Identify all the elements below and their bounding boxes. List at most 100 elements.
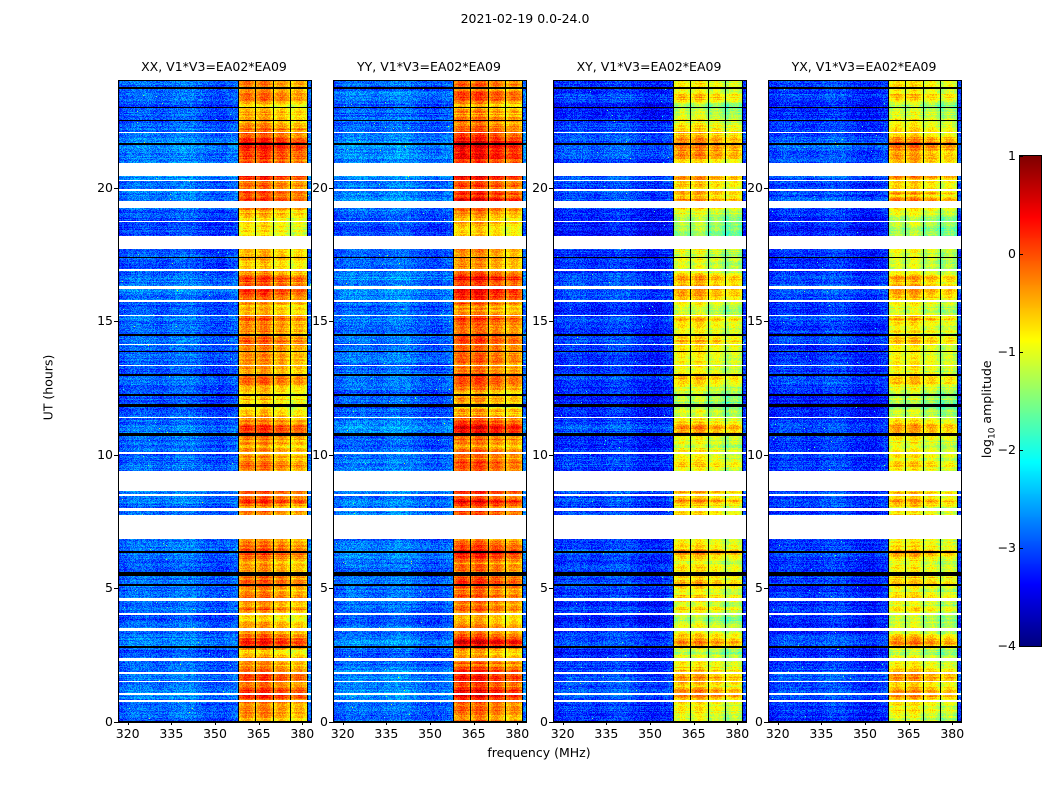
x-tick-label: 350	[418, 726, 442, 741]
y-tick-mark	[329, 455, 333, 456]
x-tick-mark	[694, 721, 695, 725]
y-tick-mark	[329, 588, 333, 589]
y-tick-mark	[764, 321, 768, 322]
colorbar-tick-mark	[1019, 352, 1023, 353]
colorbar-tick-label: −2	[997, 442, 1016, 457]
y-tick-label: 20	[97, 179, 113, 195]
x-tick-mark	[430, 721, 431, 725]
x-tick-label: 380	[505, 726, 530, 741]
y-tick-mark	[764, 455, 768, 456]
x-tick-label: 335	[594, 726, 619, 741]
x-tick-label: 320	[765, 726, 790, 741]
y-tick-label: 0	[320, 714, 328, 729]
y-tick-label: 15	[747, 313, 763, 329]
y-tick-mark	[549, 455, 553, 456]
y-tick-label: 5	[320, 580, 328, 596]
waterfall-panel-yy[interactable]	[333, 80, 527, 723]
x-tick-mark	[650, 721, 651, 725]
x-tick-label: 365	[896, 726, 921, 741]
x-tick-mark	[821, 721, 822, 725]
y-tick-mark	[329, 722, 333, 723]
colorbar-label-subscript: 10	[987, 427, 998, 440]
x-tick-label: 365	[461, 726, 486, 741]
y-tick-mark	[549, 722, 553, 723]
y-tick-label: 5	[105, 580, 113, 596]
y-tick-label: 0	[540, 714, 548, 729]
colorbar-tick-label: 1	[1008, 148, 1016, 163]
x-tick-mark	[737, 721, 738, 725]
x-tick-label: 320	[115, 726, 140, 741]
figure-suptitle: 2021-02-19 0.0-24.0	[460, 11, 590, 26]
colorbar-tick-label: −4	[997, 638, 1016, 653]
y-tick-label: 15	[97, 313, 113, 329]
y-tick-mark	[114, 188, 118, 189]
panel-title-xx: XX, V1*V3=EA02*EA09	[141, 59, 287, 74]
colorbar-tick-label: −3	[997, 540, 1016, 555]
y-tick-mark	[549, 188, 553, 189]
x-tick-mark	[952, 721, 953, 725]
x-tick-label: 320	[550, 726, 575, 741]
y-tick-label: 15	[312, 313, 328, 329]
y-tick-mark	[764, 188, 768, 189]
colorbar-tick-mark	[1019, 548, 1023, 549]
x-tick-mark	[778, 721, 779, 725]
x-tick-mark	[215, 721, 216, 725]
y-tick-mark	[549, 588, 553, 589]
y-tick-mark	[764, 588, 768, 589]
panel-title-yx: YX, V1*V3=EA02*EA09	[791, 59, 937, 74]
x-tick-label: 350	[853, 726, 877, 741]
y-tick-label: 10	[97, 446, 113, 462]
x-tick-mark	[606, 721, 607, 725]
x-tick-mark	[302, 721, 303, 725]
y-tick-mark	[114, 722, 118, 723]
x-axis-label: frequency (MHz)	[487, 745, 591, 760]
y-tick-label: 0	[755, 714, 763, 729]
waterfall-image-yy	[334, 81, 526, 722]
x-tick-mark	[474, 721, 475, 725]
x-tick-label: 335	[159, 726, 184, 741]
x-tick-label: 350	[638, 726, 662, 741]
colorbar-tick-mark	[1019, 254, 1023, 255]
waterfall-image-yx	[769, 81, 961, 722]
x-tick-label: 365	[246, 726, 271, 741]
x-tick-mark	[563, 721, 564, 725]
y-tick-mark	[114, 455, 118, 456]
colorbar-tick-label: −1	[997, 344, 1016, 359]
colorbar[interactable]	[1019, 155, 1042, 647]
waterfall-image-xy	[554, 81, 746, 722]
x-tick-mark	[865, 721, 866, 725]
y-tick-label: 5	[755, 580, 763, 596]
x-tick-label: 350	[203, 726, 227, 741]
x-tick-mark	[517, 721, 518, 725]
x-tick-label: 320	[330, 726, 355, 741]
y-axis-label: UT (hours)	[40, 354, 56, 421]
x-tick-mark	[128, 721, 129, 725]
y-tick-label: 10	[747, 446, 763, 462]
y-tick-label: 15	[532, 313, 548, 329]
x-tick-mark	[386, 721, 387, 725]
x-tick-label: 380	[725, 726, 750, 741]
y-tick-label: 10	[312, 446, 328, 462]
colorbar-tick-mark	[1019, 156, 1023, 157]
colorbar-gradient	[1020, 156, 1041, 646]
waterfall-image-xx	[119, 81, 311, 722]
x-tick-label: 365	[681, 726, 706, 741]
y-tick-label: 0	[105, 714, 113, 729]
x-tick-label: 380	[940, 726, 965, 741]
colorbar-label: log10 amplitude	[979, 339, 998, 479]
x-tick-mark	[343, 721, 344, 725]
x-tick-label: 335	[809, 726, 834, 741]
y-tick-label: 20	[747, 179, 763, 195]
y-tick-label: 5	[540, 580, 548, 596]
y-tick-label: 10	[532, 446, 548, 462]
y-tick-mark	[114, 321, 118, 322]
waterfall-panel-xy[interactable]	[553, 80, 747, 723]
y-tick-mark	[114, 588, 118, 589]
waterfall-panel-xx[interactable]	[118, 80, 312, 723]
y-tick-mark	[764, 722, 768, 723]
waterfall-panel-yx[interactable]	[768, 80, 962, 723]
panel-title-yy: YY, V1*V3=EA02*EA09	[357, 59, 501, 74]
x-tick-label: 335	[374, 726, 399, 741]
x-tick-mark	[259, 721, 260, 725]
colorbar-label-suffix: amplitude	[978, 360, 994, 428]
